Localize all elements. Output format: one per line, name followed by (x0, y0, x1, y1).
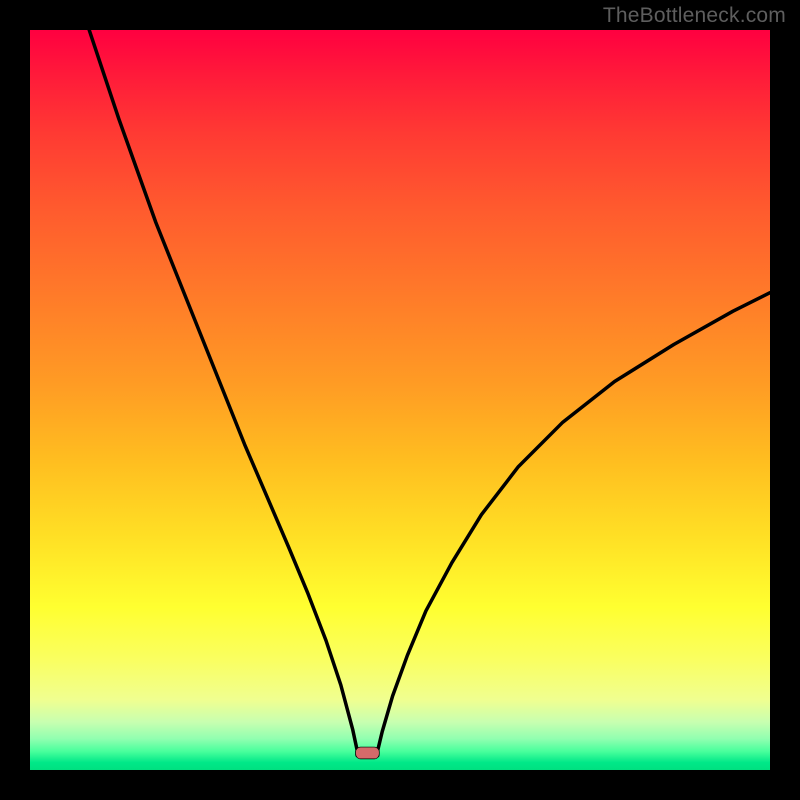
watermark-text: TheBottleneck.com (603, 4, 786, 28)
bottleneck-chart-svg (30, 30, 770, 770)
chart-frame: TheBottleneck.com (0, 0, 800, 800)
plot-area (30, 30, 770, 770)
optimal-marker (356, 747, 380, 759)
gradient-fill (30, 30, 770, 770)
